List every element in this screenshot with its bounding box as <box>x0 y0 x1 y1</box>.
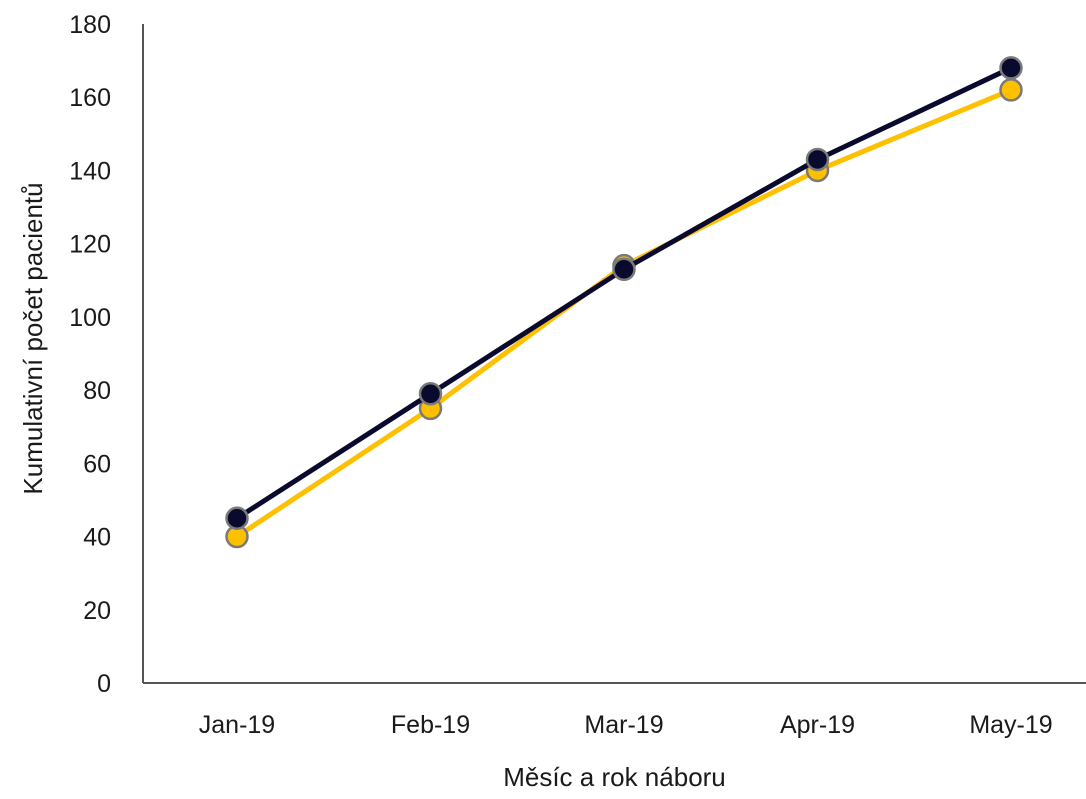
y-tick-label: 120 <box>69 231 111 259</box>
y-tick-label: 80 <box>83 377 111 405</box>
x-tick-label: May-19 <box>969 711 1052 739</box>
y-tick-label: 140 <box>69 157 111 185</box>
x-tick-labels: Jan-19 Feb-19 Mar-19 Apr-19 May-19 <box>199 711 1053 739</box>
x-tick-label: Jan-19 <box>199 711 275 739</box>
x-axis-title: Měsíc a rok náboru <box>503 762 726 792</box>
series-line <box>234 87 1014 540</box>
y-tick-label: 100 <box>69 304 111 332</box>
data-point <box>225 506 249 530</box>
y-tick-label: 160 <box>69 84 111 112</box>
data-point <box>999 56 1023 80</box>
x-tick-label: Mar-19 <box>584 711 663 739</box>
series-2 <box>225 56 1023 530</box>
y-tick-label: 180 <box>69 11 111 39</box>
data-point <box>418 382 443 406</box>
x-tick-label: Feb-19 <box>391 711 470 739</box>
x-tick-label: Apr-19 <box>780 711 855 739</box>
y-tick-label: 0 <box>97 670 111 698</box>
y-tick-label: 40 <box>83 524 111 552</box>
y-tick-label: 20 <box>83 597 111 625</box>
data-point <box>999 78 1023 102</box>
series-line <box>234 65 1014 521</box>
series-1 <box>225 78 1023 549</box>
y-tick-labels: 0 20 40 60 80 100 120 140 160 180 <box>69 11 111 698</box>
data-point <box>805 147 830 172</box>
data-point <box>612 257 636 282</box>
axes <box>142 24 1086 684</box>
series <box>225 56 1023 549</box>
y-axis-title: Kumulativní počet pacientů <box>18 182 48 494</box>
y-tick-label: 60 <box>83 450 111 478</box>
